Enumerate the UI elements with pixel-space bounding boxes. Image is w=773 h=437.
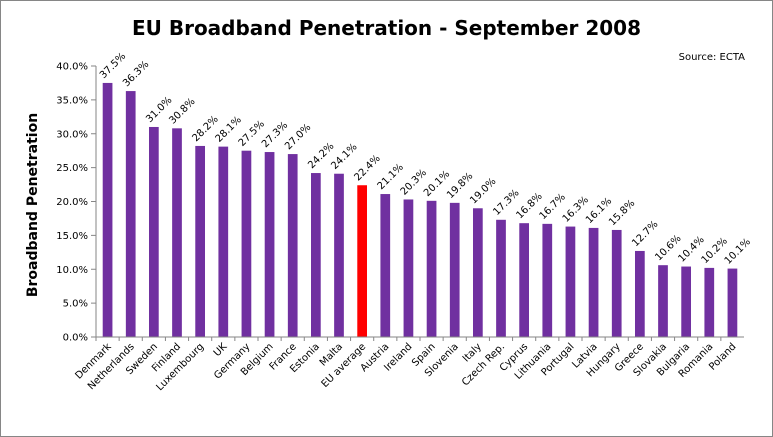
bar-latvia (588, 227, 599, 337)
bar-slovakia (658, 265, 668, 337)
y-axis-ticks: 0.0% 5.0% 10.0% 15.0% 20.0% 25.0% 30.0% 35.0% 40… (56, 62, 96, 344)
source-note: Source: ECTA (678, 52, 745, 63)
bar-eu-average (357, 185, 368, 337)
bar-portugal (565, 226, 576, 337)
bar-lithuania (542, 223, 553, 337)
bar-spain (426, 200, 437, 337)
bar-malta (334, 173, 344, 337)
bar-slovenia (449, 202, 460, 337)
bar-uk (218, 146, 229, 337)
bar-poland (727, 268, 738, 337)
bar-luxembourg (195, 145, 206, 337)
y-tick-label: 0.0% (63, 333, 88, 344)
y-tick-label: 20.0% (56, 197, 88, 208)
data-label: 22.4% (352, 153, 382, 183)
y-tick-label: 25.0% (56, 163, 88, 174)
y-tick-label: 15.0% (56, 231, 88, 242)
category-labels: DenmarkNetherlandsSwedenFinlandLuxembour… (73, 337, 739, 393)
y-tick-label: 40.0% (56, 62, 88, 73)
bar-belgium (264, 152, 275, 337)
bar-netherlands (125, 91, 136, 337)
bar-greece (634, 250, 645, 337)
bar-estonia (310, 173, 321, 337)
data-label: 37.5% (98, 51, 128, 81)
x-tick-label: UK (212, 341, 230, 359)
data-label: 36.3% (121, 59, 151, 89)
bar-hungary (611, 229, 622, 337)
chart-title: EU Broadband Penetration - September 200… (131, 16, 642, 40)
bar-finland (172, 128, 182, 337)
axes (95, 66, 744, 338)
bar-denmark (102, 82, 113, 337)
data-label: 12.7% (630, 219, 660, 249)
bar-cyprus (519, 223, 530, 337)
bar-austria (380, 194, 391, 337)
bar-italy (472, 208, 483, 337)
bar-czech-rep- (496, 219, 506, 337)
bar-bulgaria (681, 266, 692, 337)
y-tick-label: 30.0% (56, 129, 88, 140)
bar-ireland (403, 199, 414, 337)
y-tick-label: 5.0% (63, 299, 88, 310)
bar-germany (241, 150, 252, 337)
bar-romania (704, 267, 715, 337)
y-tick-label: 35.0% (56, 95, 88, 106)
y-tick-label: 10.0% (56, 265, 88, 276)
bar-france (287, 154, 298, 337)
bar-sweden (148, 126, 159, 337)
bars (102, 82, 738, 337)
